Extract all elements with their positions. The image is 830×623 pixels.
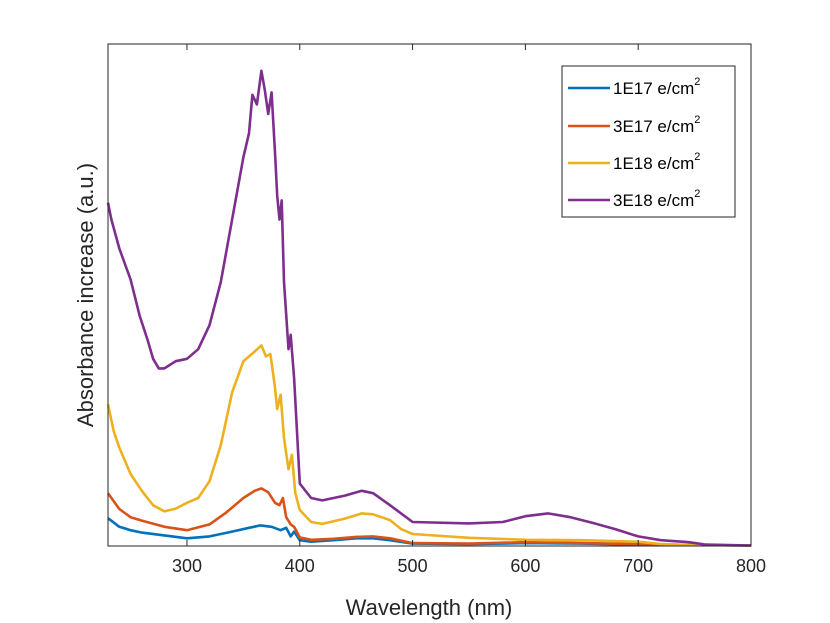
legend-label-4: 3E18 e/cm2 xyxy=(613,188,700,210)
legend-label-1: 1E17 e/cm2 xyxy=(613,76,700,98)
legend-label-text: 3E17 e/cm xyxy=(613,117,694,136)
legend-label-text: 1E18 e/cm xyxy=(613,154,694,173)
legend-label-2: 3E17 e/cm2 xyxy=(613,114,700,136)
series-line-4 xyxy=(106,69,752,547)
x-axis-title: Wavelength (nm) xyxy=(346,595,513,620)
plot-border xyxy=(107,43,752,547)
legend-label-superscript: 2 xyxy=(694,114,700,126)
legend-label-3: 1E18 e/cm2 xyxy=(613,151,700,173)
series-line-2 xyxy=(106,487,752,547)
x-tick-label: 500 xyxy=(398,556,428,576)
y-axis-title: Absorbance increase (a.u.) xyxy=(73,163,98,427)
series-layer xyxy=(106,69,752,547)
x-tick-label: 800 xyxy=(736,556,766,576)
legend-box xyxy=(561,65,736,218)
x-tick-label: 600 xyxy=(510,556,540,576)
x-tick-label: 700 xyxy=(623,556,653,576)
series-line-3 xyxy=(106,344,752,547)
legend-label-superscript: 2 xyxy=(694,151,700,163)
x-tick-label: 300 xyxy=(172,556,202,576)
legend-label-text: 1E17 e/cm xyxy=(613,79,694,98)
legend-label-superscript: 2 xyxy=(694,188,700,200)
tick-layer: 300 400 500 600 700 800 xyxy=(172,44,766,576)
legend-label-text: 3E18 e/cm xyxy=(613,191,694,210)
x-tick-label: 400 xyxy=(285,556,315,576)
legend-label-superscript: 2 xyxy=(694,76,700,88)
